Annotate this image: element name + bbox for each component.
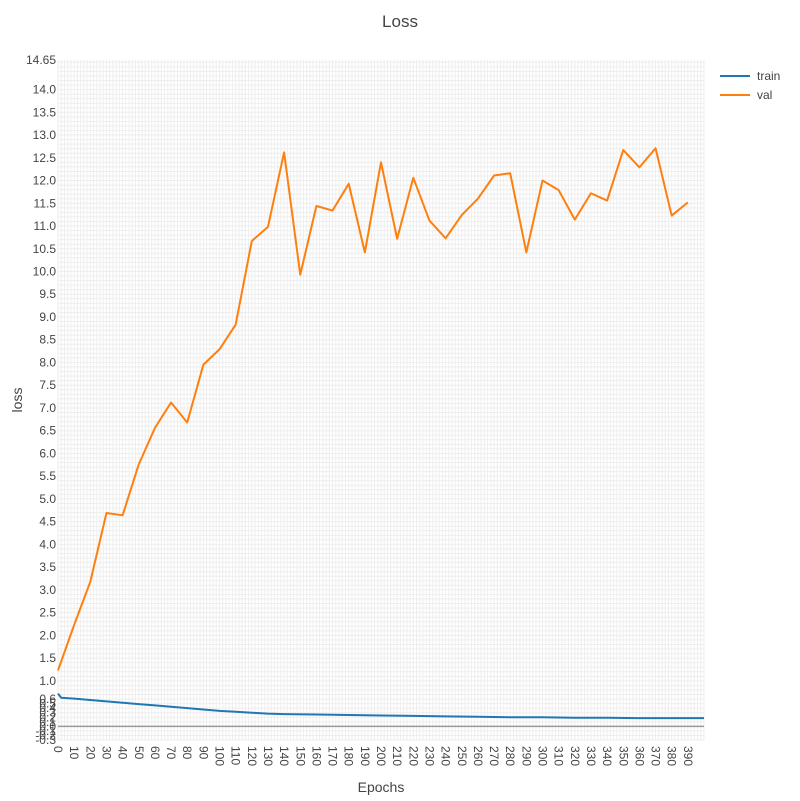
y-tick-label: 6.0 bbox=[39, 446, 56, 460]
y-tick-label: 2.0 bbox=[39, 628, 56, 642]
x-tick-label: 340 bbox=[600, 746, 614, 766]
y-tick-label: 4.0 bbox=[39, 537, 56, 551]
plot-grid bbox=[57, 60, 705, 741]
x-tick-label: 220 bbox=[406, 746, 420, 766]
y-tick-label: 10.5 bbox=[33, 242, 57, 256]
y-tick-label: 6.5 bbox=[39, 424, 56, 438]
x-tick-label: 250 bbox=[455, 746, 469, 766]
y-tick-label: 13.0 bbox=[33, 128, 57, 142]
y-tick-label: 5.0 bbox=[39, 492, 56, 506]
x-tick-label: 390 bbox=[681, 746, 695, 766]
series-line-train bbox=[57, 692, 704, 720]
y-tick-label: 3.5 bbox=[39, 560, 56, 574]
y-tick-label: 13.5 bbox=[33, 105, 57, 119]
x-axis-ticks: 0 10 20 30 40 50 60 70 80 90 100 110 120 130 140 150 160… bbox=[51, 746, 695, 766]
y-tick-label: 9.0 bbox=[39, 310, 56, 324]
x-tick-label: 190 bbox=[358, 746, 372, 766]
x-tick-label: 160 bbox=[309, 746, 323, 766]
y-tick-label: 0.2 bbox=[39, 710, 56, 724]
y-tick-label: 3.0 bbox=[39, 583, 56, 597]
x-tick-label: 330 bbox=[584, 746, 598, 766]
x-tick-label: 100 bbox=[213, 746, 227, 766]
y-tick-label: 10.0 bbox=[33, 265, 57, 279]
x-tick-label: 40 bbox=[116, 746, 130, 760]
y-axis-label: loss bbox=[9, 387, 25, 413]
series-layer bbox=[57, 147, 704, 720]
x-tick-label: 140 bbox=[277, 746, 291, 766]
x-tick-label: 240 bbox=[439, 746, 453, 766]
y-tick-label: 1.5 bbox=[39, 651, 56, 665]
y-tick-label: -0.3 bbox=[35, 733, 56, 747]
x-tick-label: 60 bbox=[148, 746, 162, 760]
y-tick-label: 7.5 bbox=[39, 378, 56, 392]
y-tick-label: 14.65 bbox=[26, 53, 56, 67]
y-tick-label: 0.3 bbox=[39, 706, 56, 720]
y-tick-label: 12.0 bbox=[33, 174, 57, 188]
chart-title: Loss bbox=[382, 12, 418, 31]
y-tick-label: 0.1 bbox=[39, 715, 56, 729]
x-tick-label: 50 bbox=[132, 746, 146, 760]
y-tick-label: -0.1 bbox=[35, 724, 56, 738]
x-tick-label: 150 bbox=[293, 746, 307, 766]
legend-item-train[interactable]: train bbox=[720, 66, 780, 85]
x-tick-label: 200 bbox=[374, 746, 388, 766]
x-tick-label: 110 bbox=[229, 746, 243, 765]
y-tick-label: 8.5 bbox=[39, 333, 56, 347]
x-tick-label: 270 bbox=[487, 746, 501, 766]
y-tick-label: 8.0 bbox=[39, 355, 56, 369]
x-tick-label: 300 bbox=[536, 746, 550, 766]
y-tick-label: 5.5 bbox=[39, 469, 56, 483]
x-tick-label: 350 bbox=[616, 746, 630, 766]
x-tick-label: 0 bbox=[51, 746, 65, 753]
x-tick-label: 320 bbox=[568, 746, 582, 766]
x-tick-label: 290 bbox=[519, 746, 533, 766]
x-tick-label: 210 bbox=[390, 746, 404, 766]
x-tick-label: 30 bbox=[99, 746, 113, 760]
x-tick-label: 230 bbox=[422, 746, 436, 766]
x-tick-label: 180 bbox=[342, 746, 356, 766]
y-tick-label: 2.5 bbox=[39, 606, 56, 620]
y-tick-label: 7.0 bbox=[39, 401, 56, 415]
legend-item-val[interactable]: val bbox=[720, 85, 780, 104]
x-tick-label: 20 bbox=[83, 746, 97, 760]
legend-label-train: train bbox=[757, 68, 781, 83]
y-tick-label: 0.6 bbox=[39, 692, 56, 706]
x-tick-label: 120 bbox=[245, 746, 259, 766]
x-tick-label: 170 bbox=[326, 746, 340, 766]
x-tick-label: 260 bbox=[471, 746, 485, 766]
legend-label-val: val bbox=[757, 87, 773, 102]
y-tick-label: -0.2 bbox=[35, 728, 56, 742]
y-tick-label: 4.5 bbox=[39, 515, 56, 529]
series-line-val bbox=[57, 147, 689, 671]
x-axis-label: Epochs bbox=[357, 779, 405, 795]
y-tick-label: 12.5 bbox=[33, 151, 57, 165]
y-axis-ticks: -0.3-0.2-0.10.00.10.20.30.40.50.6 1.0 1.5 2… bbox=[26, 53, 56, 747]
chart-legend: train val bbox=[720, 66, 780, 104]
x-tick-label: 80 bbox=[180, 746, 194, 760]
y-tick-label: 1.0 bbox=[39, 674, 56, 688]
y-tick-label: 11.0 bbox=[34, 219, 57, 233]
y-tick-label: 0.0 bbox=[39, 719, 56, 733]
y-tick-label: 11.5 bbox=[34, 196, 57, 210]
x-tick-label: 360 bbox=[632, 746, 646, 766]
legend-swatch-train bbox=[720, 74, 750, 77]
x-tick-label: 90 bbox=[196, 746, 210, 760]
x-tick-label: 70 bbox=[164, 746, 178, 760]
x-tick-label: 280 bbox=[503, 746, 517, 766]
x-tick-label: 130 bbox=[261, 746, 275, 766]
x-tick-label: 10 bbox=[67, 746, 81, 760]
x-tick-label: 380 bbox=[665, 746, 679, 766]
y-tick-label: 0.5 bbox=[39, 697, 56, 711]
x-tick-label: 310 bbox=[552, 746, 566, 766]
y-tick-label: 9.5 bbox=[39, 287, 56, 301]
legend-swatch-val bbox=[720, 93, 750, 96]
y-tick-label: 0.4 bbox=[39, 701, 56, 715]
x-tick-label: 370 bbox=[649, 746, 663, 766]
y-tick-label: 14.0 bbox=[33, 83, 57, 97]
